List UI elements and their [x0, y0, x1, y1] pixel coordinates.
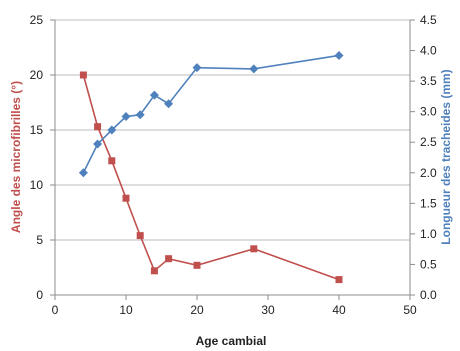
data-point-diamond	[135, 110, 145, 120]
x-tick-label: 50	[403, 303, 417, 317]
series-line-left	[82, 74, 340, 281]
x-tick-label: 0	[52, 303, 59, 317]
y-left-tick-label: 10	[30, 178, 44, 192]
data-point-square	[108, 157, 116, 165]
data-point-square	[94, 123, 102, 131]
y-left-tick-label: 25	[30, 13, 44, 27]
data-point-diamond	[192, 63, 202, 73]
data-point-square	[122, 194, 130, 202]
series-layer	[78, 50, 344, 284]
data-point-diamond	[334, 50, 344, 60]
x-tick-label: 40	[332, 303, 346, 317]
data-point-square	[335, 276, 343, 284]
tick-labels: 0 10 20 30 40 50 0 5 10 15 20 25 0.0 0.5 1.0 1.5 2.0 2.5 3…	[30, 13, 437, 317]
data-point-diamond	[93, 139, 103, 149]
data-point-diamond	[121, 112, 131, 122]
series-right	[78, 50, 344, 178]
y-right-tick-label: 2.0	[420, 166, 437, 180]
series-line-right	[82, 54, 340, 174]
y-left-tick-label: 5	[36, 233, 43, 247]
x-tick-label: 10	[119, 303, 133, 317]
y-right-tick-label: 0.0	[420, 288, 437, 302]
data-point-diamond	[78, 168, 88, 178]
data-point-square	[165, 255, 173, 263]
y-right-tick-label: 0.5	[420, 257, 437, 271]
data-point-diamond	[107, 125, 117, 135]
y-right-tick-label: 4.0	[420, 44, 437, 58]
y-right-tick-label: 1.0	[420, 227, 437, 241]
y-axis-right-title: Longueur des tracheides (mm)	[439, 69, 453, 244]
y-axis-left-title: Angle des microfibrilles (°)	[9, 81, 23, 233]
y-left-tick-label: 0	[36, 288, 43, 302]
y-left-tick-label: 20	[30, 68, 44, 82]
y-right-tick-label: 4.5	[420, 13, 437, 27]
data-point-diamond	[249, 64, 259, 74]
data-point-diamond	[164, 99, 174, 109]
data-point-diamond	[149, 90, 159, 100]
axes	[50, 19, 415, 300]
x-axis-title: Age cambial	[196, 334, 267, 348]
y-left-tick-label: 15	[30, 123, 44, 137]
y-right-tick-label: 3.0	[420, 105, 437, 119]
data-point-square	[193, 261, 201, 269]
y-right-tick-label: 1.5	[420, 196, 437, 210]
series-left	[79, 71, 343, 284]
y-right-tick-label: 2.5	[420, 135, 437, 149]
data-point-square	[136, 232, 144, 240]
data-point-square	[150, 267, 158, 275]
x-tick-label: 30	[261, 303, 275, 317]
data-point-square	[250, 245, 258, 253]
x-tick-label: 20	[190, 303, 204, 317]
y-right-tick-label: 3.5	[420, 74, 437, 88]
data-point-square	[79, 71, 87, 79]
